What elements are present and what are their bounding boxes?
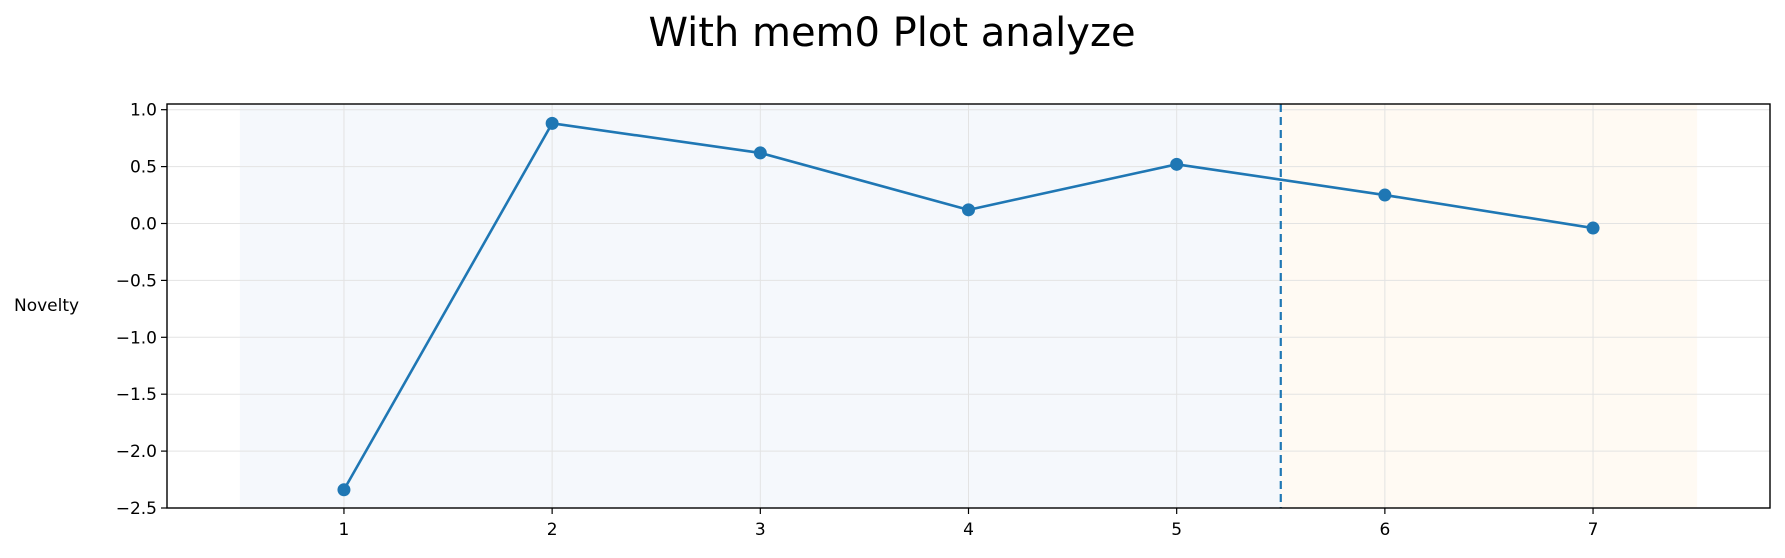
y-tick-label: −1.5 [116,385,157,405]
y-tick-label: −0.5 [116,271,157,291]
y-tick-label: 0.0 [130,214,157,234]
x-tick-label: 4 [963,520,974,540]
y-tick-label: 0.5 [130,158,157,178]
y-tick-label: −1.0 [116,328,157,348]
data-point-4 [962,203,975,217]
x-tick-label: 7 [1588,520,1599,540]
chart-title: With mem0 Plot analyze [648,10,1135,56]
data-point-7 [1586,221,1600,235]
data-point-6 [1378,188,1392,202]
x-tick-label: 2 [547,520,558,540]
data-point-2 [545,116,559,130]
x-tick-label: 6 [1379,520,1390,540]
data-point-1 [337,483,351,497]
y-tick-label: −2.5 [116,499,157,519]
data-point-5 [1170,157,1184,171]
x-tick-label: 3 [755,520,766,540]
data-point-3 [753,146,767,160]
y-tick-label: −2.0 [116,442,157,462]
x-tick-label: 1 [339,520,350,540]
y-tick-label: 1.0 [130,101,157,121]
y-axis-label: Novelty [14,296,79,316]
x-tick-label: 5 [1171,520,1182,540]
plot-area: 1 2 3 4 5 6 7 1.0 0.5 0.0 −0.5 −1.0 −1.5 −2.0 −2.5 [116,101,1771,540]
shaded-region-2 [1280,104,1698,508]
